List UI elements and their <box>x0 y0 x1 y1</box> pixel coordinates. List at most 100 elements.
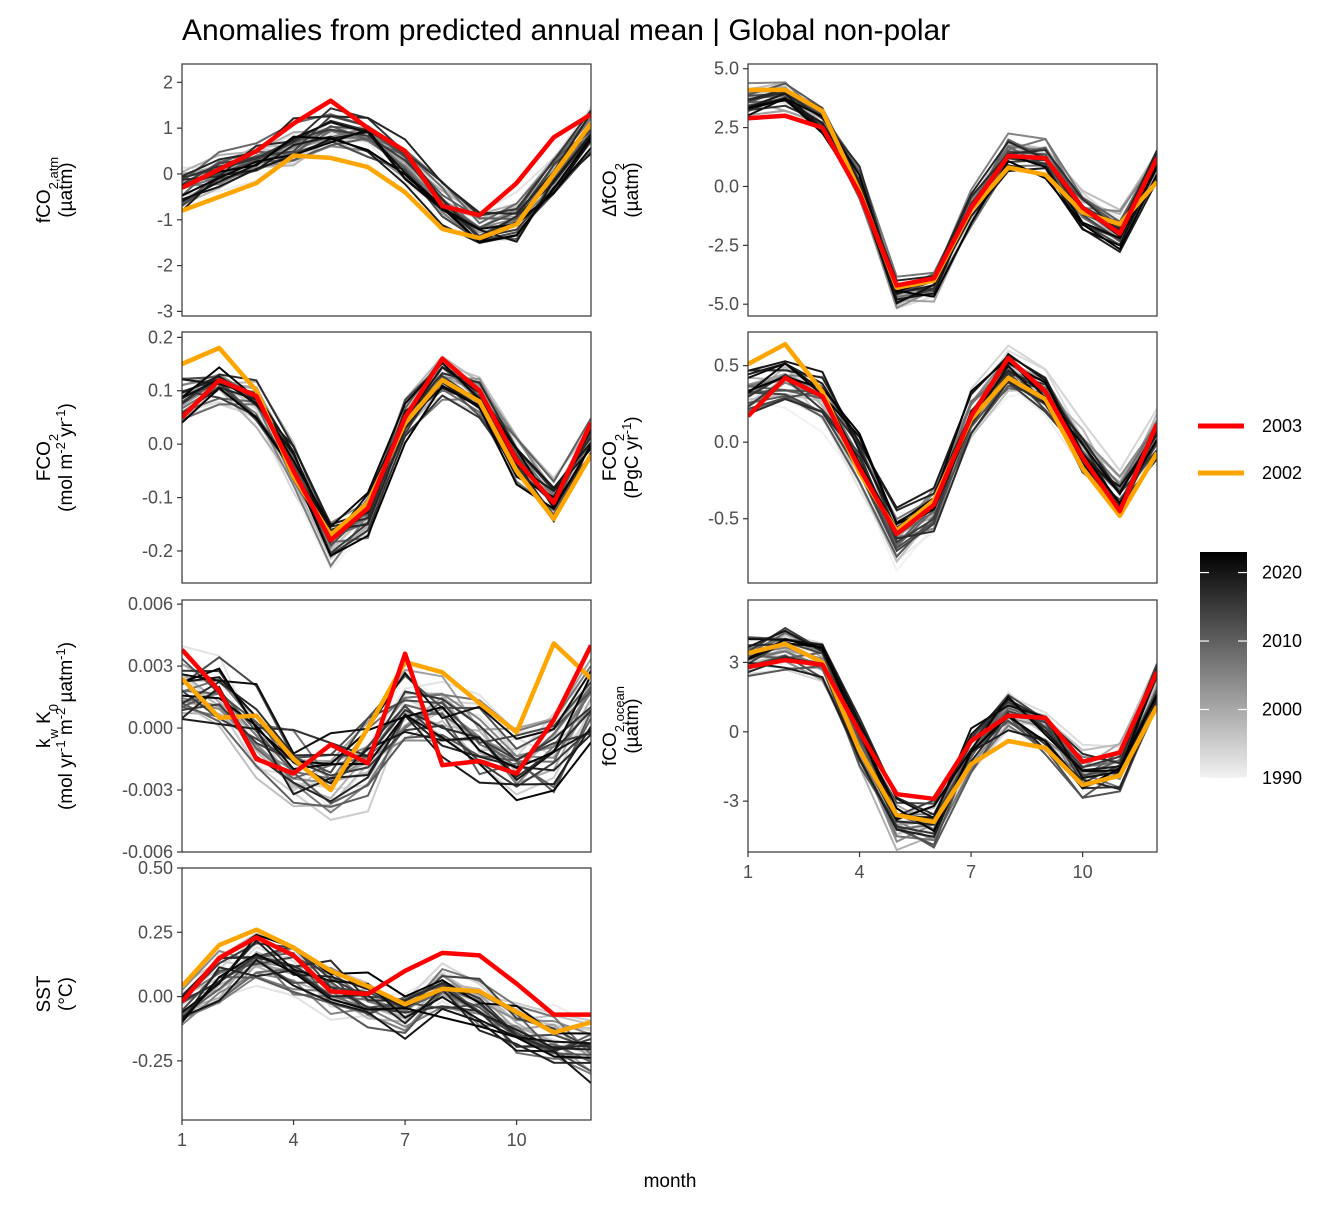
panel-fco2-flux-total: 0.5 0.0 -0.5 FCO2(PgC yr-1) <box>600 331 1158 584</box>
x-tick-label: 1 <box>177 1130 187 1150</box>
y-tick-label: 0.0 <box>714 176 739 196</box>
line-year-2021 <box>748 97 1157 305</box>
y-tick-label: 5.0 <box>714 59 739 79</box>
series-line-2002 <box>182 927 591 1035</box>
line-year-2021 <box>182 670 591 755</box>
y-tick-label: -0.006 <box>122 842 173 862</box>
line-year-2006 <box>182 975 591 1075</box>
colorbar <box>1200 552 1247 778</box>
y-tick-label: 0.006 <box>128 594 173 614</box>
line-year-2020 <box>182 958 591 1084</box>
legend: 2003 2002 2020 2010 2000 1990 <box>1198 416 1302 788</box>
y-axis-unit: (PgC yr-1) <box>619 416 644 498</box>
y-tick-label: 0.25 <box>138 922 173 942</box>
y-tick-label: 2.5 <box>714 118 739 138</box>
x-tick-label: 4 <box>855 862 865 882</box>
colorbar-label: 2010 <box>1262 631 1302 651</box>
y-tick-label: -2.5 <box>708 235 739 255</box>
y-tick-label: -3 <box>157 301 173 321</box>
y-axis-title: fCO2,ocean <box>600 686 627 766</box>
y-tick-label: 0.50 <box>138 858 173 878</box>
line-year-2015 <box>182 703 591 788</box>
line-year-2022 <box>748 356 1157 526</box>
panel-border <box>747 331 1158 584</box>
line-year-1996 <box>748 93 1157 307</box>
panel-border <box>181 63 592 317</box>
series-line-2002 <box>182 345 591 538</box>
line-year-2004 <box>748 660 1157 843</box>
y-tick-label: 0.0 <box>714 432 739 452</box>
line-year-2014 <box>748 640 1157 820</box>
line-year-1994 <box>748 668 1157 839</box>
series-line-2002 <box>748 641 1157 825</box>
y-tick-label: -5.0 <box>708 294 739 314</box>
y-tick-label: 0.000 <box>128 718 173 738</box>
y-tick-label: 0.0 <box>148 434 173 454</box>
y-tick-label: 2 <box>163 72 173 92</box>
panel-border <box>747 63 1158 317</box>
y-axis-title: FCO2 <box>600 434 627 481</box>
y-axis-unit: (mol m-2 yr-1) <box>53 403 78 512</box>
y-axis-title: FCO2 <box>34 434 61 481</box>
y-tick-label: 3 <box>729 652 739 672</box>
y-tick-label: 0.5 <box>714 356 739 376</box>
line-year-1998 <box>748 94 1157 306</box>
line-year-1998 <box>182 965 591 1055</box>
panel-fco2-flux-area: 0.2 0.1 0.0 -0.1 -0.2 FCO2(mol m-2 yr-1) <box>34 327 592 584</box>
y-tick-label: -0.003 <box>122 780 173 800</box>
y-tick-label: 0 <box>729 722 739 742</box>
series-line-2003 <box>182 356 591 543</box>
series-line-2002 <box>182 122 591 241</box>
year-lines <box>748 626 1157 852</box>
panel-sst: 0.50 0.25 0.00 -0.25 1 4 7 10 SST (°C) <box>34 858 592 1150</box>
year-lines <box>182 641 591 821</box>
series-line-2003 <box>748 355 1157 537</box>
line-year-2022 <box>182 952 591 1059</box>
x-axis-title: month <box>644 1171 697 1192</box>
series-line-2003 <box>182 935 591 1017</box>
y-axis-unit: (°C) <box>56 977 77 1011</box>
series-line-2003 <box>182 98 591 218</box>
legend-label-2003: 2003 <box>1262 416 1302 436</box>
y-axis-unit: (µatm) <box>622 162 643 217</box>
line-year-2021 <box>182 934 591 1045</box>
line-year-2018 <box>748 369 1157 512</box>
series-line-2003 <box>748 113 1157 288</box>
y-axis-unit: (µatm) <box>56 162 77 217</box>
y-tick-label: 0.2 <box>148 327 173 347</box>
x-tick-label: 7 <box>400 1130 410 1150</box>
line-year-2000 <box>748 100 1157 298</box>
line-year-2022 <box>182 361 591 529</box>
y-axis-title: SST <box>34 975 55 1012</box>
line-year-2020 <box>182 131 591 243</box>
y-tick-label: 1 <box>163 118 173 138</box>
y-tick-label: -0.5 <box>708 509 739 529</box>
line-year-2023 <box>182 135 591 243</box>
y-tick-label: -0.2 <box>142 541 173 561</box>
y-axis-unit: (µatm) <box>622 698 643 753</box>
y-tick-label: -1 <box>157 210 173 230</box>
panel-border <box>181 867 592 1121</box>
line-year-2017 <box>182 680 591 779</box>
year-lines <box>748 341 1157 573</box>
colorbar-label: 2000 <box>1262 700 1302 720</box>
y-tick-label: -2 <box>157 256 173 276</box>
chart-title: Anomalies from predicted annual mean | G… <box>182 14 950 47</box>
year-lines <box>182 345 591 571</box>
panel-kw-k0: 0.006 0.003 0.000 -0.003 -0.006 kw K0(mol yr-… <box>34 594 592 862</box>
legend-label-2002: 2002 <box>1262 463 1302 483</box>
panel-border <box>181 599 592 853</box>
x-tick-label: 10 <box>507 1130 527 1150</box>
line-year-2011 <box>748 665 1157 849</box>
series-line-2003 <box>182 644 591 776</box>
line-year-2012 <box>748 654 1157 847</box>
x-tick-label: 4 <box>289 1130 299 1150</box>
line-year-2023 <box>182 384 591 558</box>
series-line-2003 <box>748 657 1157 802</box>
y-tick-label: 0.00 <box>138 987 173 1007</box>
y-axis-title: fCO2,atm <box>34 157 61 223</box>
y-axis-title: ΔfCO2 <box>600 163 627 217</box>
y-tick-label: -0.1 <box>142 488 173 508</box>
line-year-2016 <box>182 107 591 217</box>
